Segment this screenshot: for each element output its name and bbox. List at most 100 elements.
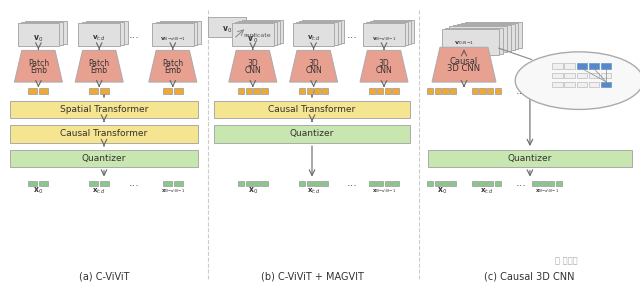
Text: 3D: 3D	[248, 59, 258, 68]
FancyBboxPatch shape	[242, 20, 284, 43]
Polygon shape	[432, 47, 496, 82]
FancyBboxPatch shape	[392, 181, 399, 186]
Text: $\mathbf{v}_{N\!-\!d\!:\!N\!-\!1}$: $\mathbf{v}_{N\!-\!d\!:\!N\!-\!1}$	[160, 35, 186, 43]
FancyBboxPatch shape	[453, 25, 511, 51]
FancyBboxPatch shape	[208, 17, 246, 37]
Text: Patch: Patch	[28, 59, 49, 68]
FancyBboxPatch shape	[10, 150, 198, 167]
FancyBboxPatch shape	[246, 181, 252, 186]
FancyBboxPatch shape	[577, 63, 587, 69]
Text: $\mathbf{x}_{t\!:\!d}$: $\mathbf{x}_{t\!:\!d}$	[92, 186, 106, 196]
Polygon shape	[149, 50, 197, 82]
Text: 3D: 3D	[308, 59, 319, 68]
Text: Patch: Patch	[88, 59, 110, 68]
FancyBboxPatch shape	[160, 21, 201, 44]
FancyBboxPatch shape	[261, 88, 268, 94]
Text: (c) Causal 3D CNN: (c) Causal 3D CNN	[484, 272, 575, 281]
Text: ...: ...	[129, 178, 140, 188]
FancyBboxPatch shape	[366, 22, 408, 45]
Text: $\mathbf{v}_{t\!:\!d}$: $\mathbf{v}_{t\!:\!d}$	[307, 34, 321, 43]
FancyBboxPatch shape	[25, 21, 67, 44]
Text: $\mathbf{x}_{N\!-\!d\!:\!N\!-\!1}$: $\mathbf{x}_{N\!-\!d\!:\!N\!-\!1}$	[161, 187, 185, 195]
FancyBboxPatch shape	[601, 73, 611, 78]
FancyBboxPatch shape	[152, 23, 193, 46]
FancyBboxPatch shape	[156, 22, 197, 45]
FancyBboxPatch shape	[307, 88, 313, 94]
Polygon shape	[360, 50, 408, 82]
FancyBboxPatch shape	[450, 88, 456, 94]
FancyBboxPatch shape	[90, 181, 99, 186]
Text: Emb: Emb	[30, 66, 47, 75]
FancyBboxPatch shape	[100, 88, 109, 94]
Text: CNN: CNN	[305, 66, 322, 75]
Text: $\mathbf{x}_{N\!-\!d\!:\!N\!-\!1}$: $\mathbf{x}_{N\!-\!d\!:\!N\!-\!1}$	[535, 187, 559, 195]
FancyBboxPatch shape	[239, 21, 280, 44]
FancyBboxPatch shape	[589, 73, 599, 78]
Text: $\mathbf{v}_{0\!:\!N\!-\!1}$: $\mathbf{v}_{0\!:\!N\!-\!1}$	[454, 39, 474, 47]
FancyBboxPatch shape	[564, 63, 575, 69]
FancyBboxPatch shape	[322, 88, 328, 94]
FancyBboxPatch shape	[214, 125, 410, 143]
FancyBboxPatch shape	[487, 181, 493, 186]
FancyBboxPatch shape	[442, 88, 449, 94]
Text: ...: ...	[516, 86, 527, 96]
FancyBboxPatch shape	[293, 23, 334, 46]
Text: Causal Transformer: Causal Transformer	[268, 105, 356, 114]
FancyBboxPatch shape	[435, 181, 441, 186]
FancyBboxPatch shape	[236, 22, 277, 45]
FancyBboxPatch shape	[79, 23, 120, 46]
FancyBboxPatch shape	[540, 88, 547, 94]
FancyBboxPatch shape	[322, 181, 328, 186]
Text: $\mathbf{v}_0$: $\mathbf{v}_0$	[33, 34, 44, 44]
FancyBboxPatch shape	[435, 88, 441, 94]
Text: 3D CNN: 3D CNN	[447, 65, 481, 73]
FancyBboxPatch shape	[369, 88, 376, 94]
FancyBboxPatch shape	[564, 82, 575, 87]
FancyBboxPatch shape	[40, 181, 49, 186]
Polygon shape	[290, 50, 338, 82]
Text: CNN: CNN	[244, 66, 261, 75]
FancyBboxPatch shape	[465, 22, 522, 48]
Text: Causal conv.: Causal conv.	[563, 92, 606, 98]
FancyBboxPatch shape	[392, 88, 399, 94]
FancyBboxPatch shape	[377, 181, 383, 186]
FancyBboxPatch shape	[174, 181, 183, 186]
FancyBboxPatch shape	[21, 22, 63, 45]
FancyBboxPatch shape	[314, 181, 321, 186]
Text: ...: ...	[129, 30, 140, 39]
FancyBboxPatch shape	[461, 23, 518, 49]
FancyBboxPatch shape	[100, 181, 109, 186]
FancyBboxPatch shape	[83, 22, 124, 45]
Text: replicate: replicate	[243, 33, 271, 39]
Text: $\mathbf{v}_{N\!-\!d\!:\!N\!-\!1}$: $\mathbf{v}_{N\!-\!d\!:\!N\!-\!1}$	[372, 35, 396, 43]
Text: Causal: Causal	[450, 57, 478, 66]
FancyBboxPatch shape	[385, 181, 391, 186]
Text: $\mathbf{x}_{N\!-\!d\!:\!N\!-\!1}$: $\mathbf{x}_{N\!-\!d\!:\!N\!-\!1}$	[372, 187, 396, 195]
FancyBboxPatch shape	[577, 82, 587, 87]
FancyBboxPatch shape	[174, 88, 183, 94]
FancyBboxPatch shape	[427, 88, 433, 94]
FancyBboxPatch shape	[28, 88, 37, 94]
Text: Patch: Patch	[162, 59, 184, 68]
FancyBboxPatch shape	[532, 181, 539, 186]
FancyBboxPatch shape	[261, 181, 268, 186]
Text: Spatial Transformer: Spatial Transformer	[60, 105, 148, 114]
Text: $\mathbf{x}_{t\!:\!d}$: $\mathbf{x}_{t\!:\!d}$	[479, 186, 493, 196]
FancyBboxPatch shape	[90, 88, 99, 94]
Text: Quantizer: Quantizer	[82, 154, 126, 163]
FancyBboxPatch shape	[564, 73, 575, 78]
FancyBboxPatch shape	[589, 63, 599, 69]
FancyBboxPatch shape	[246, 88, 252, 94]
FancyBboxPatch shape	[552, 63, 563, 69]
FancyBboxPatch shape	[86, 21, 128, 44]
FancyBboxPatch shape	[589, 82, 599, 87]
FancyBboxPatch shape	[556, 88, 562, 94]
Text: $\mathbf{v}'_0$: $\mathbf{v}'_0$	[247, 33, 259, 45]
FancyBboxPatch shape	[40, 88, 49, 94]
FancyBboxPatch shape	[540, 181, 547, 186]
FancyBboxPatch shape	[232, 23, 274, 46]
FancyBboxPatch shape	[385, 88, 391, 94]
FancyBboxPatch shape	[457, 24, 515, 50]
FancyBboxPatch shape	[472, 88, 478, 94]
FancyBboxPatch shape	[427, 181, 433, 186]
